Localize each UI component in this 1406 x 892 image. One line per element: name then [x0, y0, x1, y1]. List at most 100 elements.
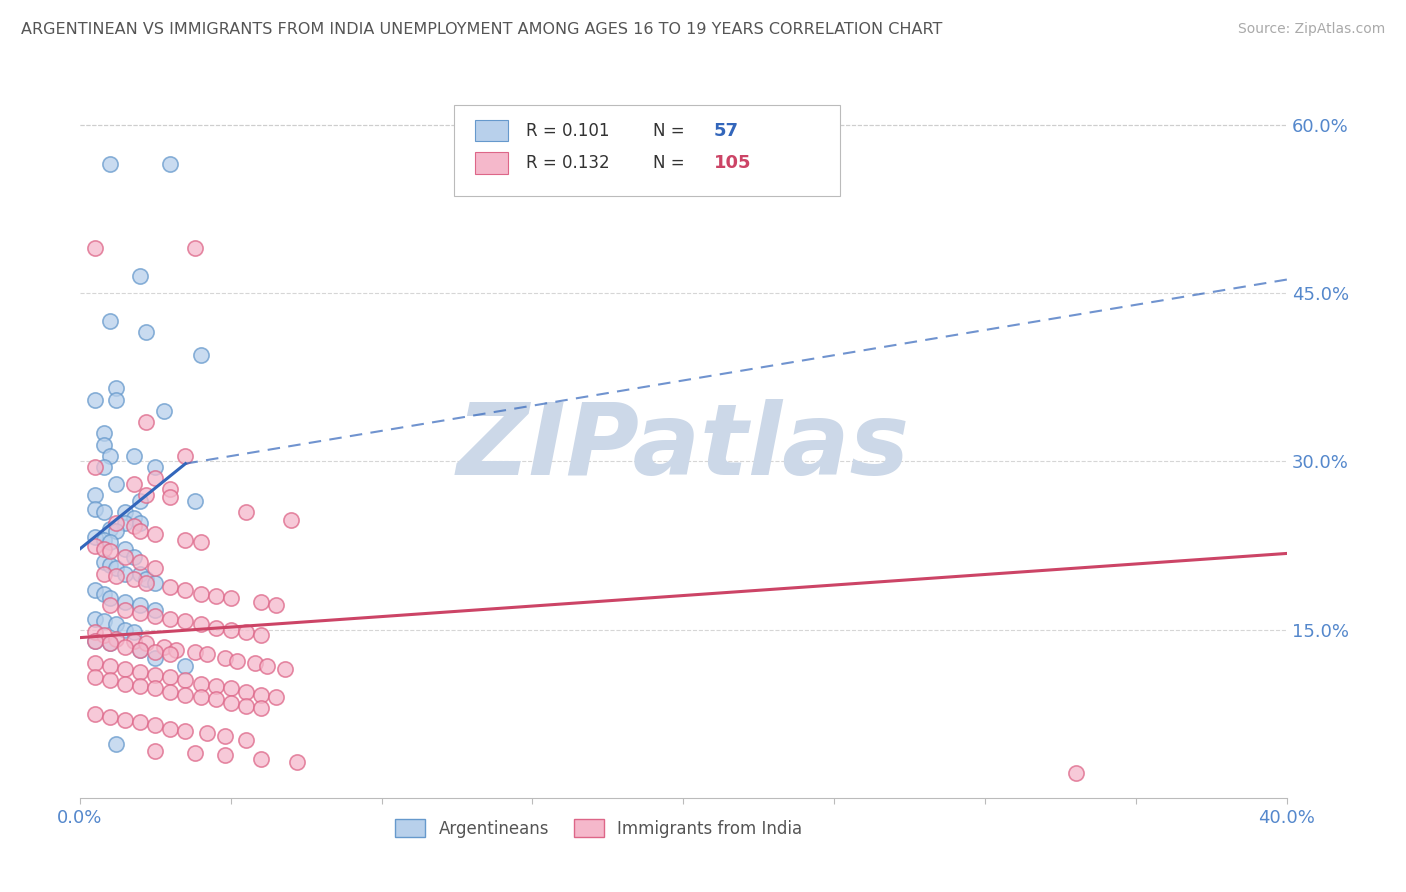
Point — [235, 684, 257, 698]
Point — [143, 561, 166, 575]
Point — [159, 611, 181, 625]
Point — [84, 670, 107, 684]
Point — [93, 541, 115, 556]
Point — [84, 706, 107, 721]
Point — [129, 269, 152, 284]
Point — [285, 756, 308, 770]
Text: ZIPatlas: ZIPatlas — [457, 400, 910, 497]
Point — [84, 657, 107, 671]
Point — [250, 688, 273, 702]
Point — [105, 632, 128, 646]
Point — [143, 744, 166, 758]
Point — [84, 460, 107, 475]
Point — [129, 556, 152, 570]
Point — [195, 726, 218, 740]
Text: N =: N = — [654, 121, 685, 139]
Point — [190, 587, 212, 601]
Point — [174, 688, 197, 702]
Point — [84, 625, 107, 640]
Text: R = 0.101: R = 0.101 — [526, 121, 610, 139]
Point — [114, 640, 136, 654]
Point — [143, 527, 166, 541]
Point — [105, 476, 128, 491]
FancyBboxPatch shape — [454, 105, 841, 196]
Text: N =: N = — [654, 154, 685, 172]
Point — [190, 676, 212, 690]
Point — [93, 614, 115, 628]
Point — [84, 501, 107, 516]
Point — [256, 658, 278, 673]
Point — [274, 662, 297, 676]
Point — [93, 505, 115, 519]
Point — [122, 549, 145, 564]
Point — [190, 348, 212, 362]
Point — [129, 493, 152, 508]
Point — [159, 722, 181, 736]
Point — [135, 575, 157, 590]
Point — [135, 636, 157, 650]
Point — [243, 657, 266, 671]
Point — [159, 670, 181, 684]
Point — [98, 157, 121, 171]
Point — [204, 589, 226, 603]
Point — [129, 566, 152, 581]
Point — [143, 650, 166, 665]
Point — [122, 572, 145, 586]
Point — [250, 701, 273, 715]
Point — [250, 595, 273, 609]
Point — [93, 426, 115, 441]
Point — [129, 524, 152, 538]
Point — [84, 634, 107, 648]
Point — [235, 625, 257, 640]
Point — [135, 415, 157, 429]
Point — [165, 643, 187, 657]
Point — [190, 690, 212, 705]
Point — [129, 714, 152, 729]
Point — [84, 634, 107, 648]
Point — [129, 516, 152, 530]
Point — [114, 623, 136, 637]
Point — [159, 157, 181, 171]
Point — [219, 623, 242, 637]
Point — [159, 580, 181, 594]
Point — [114, 662, 136, 676]
Point — [174, 449, 197, 463]
Point — [129, 665, 152, 680]
Text: Source: ZipAtlas.com: Source: ZipAtlas.com — [1237, 22, 1385, 37]
Point — [264, 598, 287, 612]
Point — [114, 713, 136, 727]
Text: 57: 57 — [713, 121, 738, 139]
Point — [105, 392, 128, 407]
Point — [143, 602, 166, 616]
Bar — [475, 153, 509, 174]
Point — [174, 723, 197, 738]
Point — [214, 748, 236, 763]
Point — [143, 718, 166, 732]
Point — [135, 326, 157, 340]
Point — [183, 746, 205, 760]
Point — [84, 539, 107, 553]
Point — [98, 673, 121, 688]
Point — [153, 404, 176, 418]
Point — [204, 692, 226, 706]
Point — [122, 510, 145, 524]
Point — [114, 676, 136, 690]
Point — [84, 611, 107, 625]
Point — [93, 587, 115, 601]
Point — [93, 533, 115, 547]
Text: 105: 105 — [713, 154, 751, 172]
Point — [114, 602, 136, 616]
Point — [84, 530, 107, 544]
Point — [204, 679, 226, 693]
Point — [143, 645, 166, 659]
Point — [129, 643, 152, 657]
Point — [93, 460, 115, 475]
Point — [219, 591, 242, 606]
Point — [219, 696, 242, 710]
Point — [122, 625, 145, 640]
Point — [84, 488, 107, 502]
Point — [114, 516, 136, 530]
Point — [204, 620, 226, 634]
Point — [1064, 766, 1087, 780]
Point — [143, 575, 166, 590]
